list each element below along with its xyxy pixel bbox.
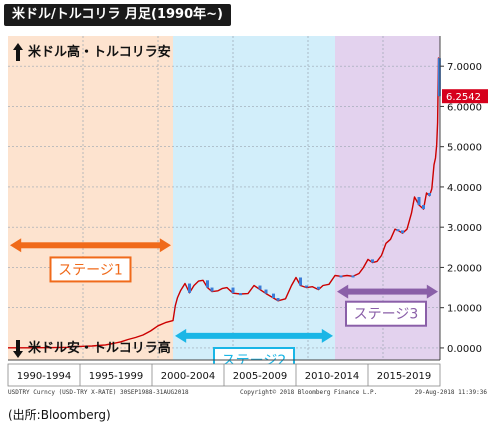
x-tick-label: 2005-2009: [233, 371, 288, 382]
down-candle: [299, 277, 302, 286]
down-candle: [396, 229, 400, 232]
down-candle: [317, 286, 320, 290]
x-tick-label: 2015-2019: [377, 371, 432, 382]
down-candle: [401, 230, 404, 234]
stage-arrow-head-right-3: [426, 284, 438, 299]
x-axis: 1990-1994 1995-1999 2000-2004 2005-2009 2010…: [7, 359, 488, 396]
y-tick-label: 4.0000: [447, 183, 482, 194]
stage-band-2: [173, 36, 335, 360]
down-candle: [264, 289, 268, 294]
down-candle: [276, 298, 280, 301]
down-arrow-icon: [13, 340, 23, 358]
footer-series-name: USDTRY Curncy (USD-TRY X-RATE) 30SEP1988…: [8, 389, 189, 396]
stage-arrow-shaft-1: [19, 242, 162, 249]
stage-arrow-head-left-3: [337, 284, 349, 299]
down-candle: [351, 275, 355, 278]
stage-arrow-shaft-2: [184, 332, 324, 339]
y-axis: 0.0000 1.0000 2.0000 3.0000 4.0000 5.0000 6.00…: [439, 36, 488, 360]
y-tick-label: 0.0000: [447, 344, 482, 355]
down-candle: [371, 259, 374, 263]
down-candle: [417, 196, 421, 206]
y-tick-label: 3.0000: [447, 223, 482, 234]
y-tick-label: 2.0000: [447, 263, 482, 274]
stage-arrow-shaft-3: [346, 288, 429, 295]
stage-arrow-head-right-1: [159, 238, 171, 253]
stage-band-1: [8, 36, 173, 360]
down-arrow-icon-head: [13, 351, 23, 358]
x-tick-label: 2000-2004: [161, 371, 216, 382]
stage-arrow-head-right-2: [321, 328, 333, 343]
down-candle: [305, 285, 308, 288]
down-candle: [437, 58, 441, 97]
down-candle: [339, 275, 343, 278]
last-value-label: 6.2542: [446, 92, 481, 103]
y-tick-label: 5.0000: [447, 143, 482, 154]
footer-copyright: Copyright© 2018 Bloomberg Finance L.P.: [240, 389, 377, 396]
up-arrow-icon-shaft: [16, 49, 20, 61]
down-candle: [231, 287, 235, 294]
annotation-top: 米ドル高・トルコリラ安: [28, 44, 171, 60]
down-candle: [428, 192, 431, 196]
down-candle: [188, 283, 191, 293]
stage-arrow-head-left-2: [175, 328, 187, 343]
down-candle: [422, 205, 425, 210]
chart-title: 米ドル/トルコリラ 月足(1990年~): [4, 4, 231, 26]
y-tick-label: 6.0000: [447, 102, 482, 113]
down-candle: [258, 285, 262, 290]
down-arrow-icon-shaft: [16, 340, 20, 352]
stage-label-1: ステージ1: [58, 262, 123, 278]
stage-label-box-3: [345, 300, 427, 327]
y-tick-label: 7.0000: [447, 62, 482, 73]
up-arrow-icon-head: [13, 43, 23, 50]
x-tick-label: 1995-1999: [89, 371, 144, 382]
y-tick-label: 1.0000: [447, 304, 482, 315]
stage-arrow-head-left-1: [10, 238, 22, 253]
stage-label-3: ステージ3: [354, 307, 419, 323]
annotation-bottom: 米ドル安・トルコリラ高: [28, 340, 171, 356]
down-candle: [239, 293, 242, 296]
up-arrow-icon: [13, 43, 23, 61]
down-candle: [210, 287, 214, 292]
price-series: [8, 57, 441, 349]
x-tick-label: 1990-1994: [17, 371, 72, 382]
last-value-box: [442, 89, 488, 104]
down-candle: [206, 280, 209, 288]
footer-timestamp: 29-Aug-2018 11:39:36: [415, 389, 488, 396]
down-candle: [272, 293, 275, 299]
source-note: (出所:Bloomberg): [8, 408, 111, 422]
stage-label-box-1: [49, 256, 132, 283]
x-tick-label: 2010-2014: [305, 371, 360, 382]
